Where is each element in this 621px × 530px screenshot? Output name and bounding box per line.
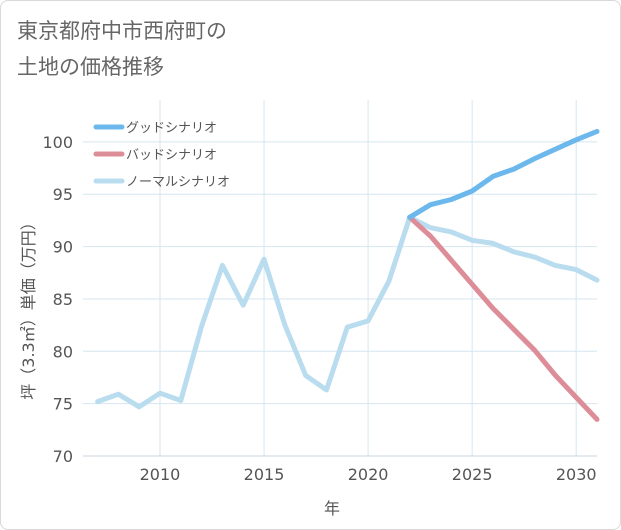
x-tick-label: 2030 [556, 465, 597, 484]
series-line-3 [95, 214, 600, 410]
y-tick-label: 85 [53, 290, 73, 309]
x-axis-label: 年 [324, 499, 340, 518]
series-line-2 [407, 214, 600, 422]
grid-lines [83, 100, 597, 456]
x-tick-label: 2010 [140, 465, 181, 484]
chart-title: 東京都府中市西府町の 土地の価格推移 [17, 13, 227, 85]
tick-labels: 70 75 80 85 90 95 100 2010 2015 2020 2025 2030 [42, 133, 596, 484]
x-tick-label: 2020 [348, 465, 389, 484]
legend-label: グッドシナリオ [126, 121, 217, 136]
x-tick-label: 2025 [452, 465, 493, 484]
y-tick-label: 75 [53, 395, 73, 414]
y-tick-label: 90 [53, 238, 73, 257]
legend-label: ノーマルシナリオ [126, 175, 230, 190]
series-lines [95, 128, 600, 422]
legend-label: バッドシナリオ [126, 148, 217, 163]
y-tick-label: 100 [42, 133, 73, 152]
y-tick-label: 95 [53, 185, 73, 204]
series-line-1 [407, 128, 600, 220]
y-tick-label: 80 [53, 342, 73, 361]
chart-title-line-2: 土地の価格推移 [17, 55, 164, 79]
y-tick-label: 70 [53, 447, 73, 466]
chart-title-line-1: 東京都府中市西府町の [17, 19, 227, 43]
x-tick-label: 2015 [244, 465, 285, 484]
y-axis-label: 坪（3.3㎡）単価（万円） [19, 214, 38, 399]
